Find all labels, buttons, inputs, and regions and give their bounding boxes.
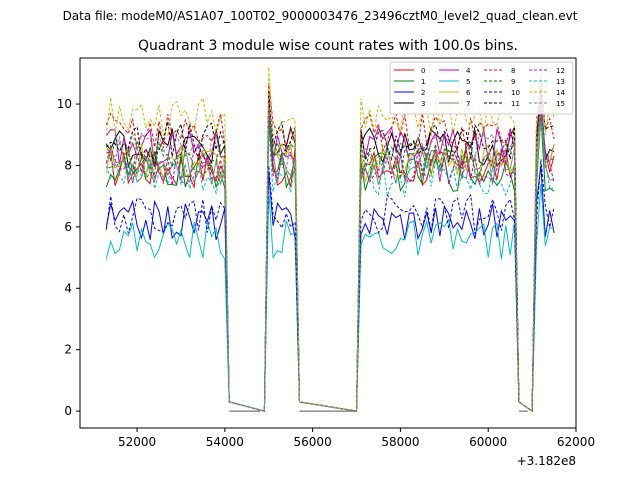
y-tick-label: 6 bbox=[64, 220, 72, 234]
legend-label: 5 bbox=[466, 78, 470, 86]
chart-title: Quadrant 3 module wise count rates with … bbox=[138, 38, 518, 54]
legend-label: 1 bbox=[421, 78, 425, 86]
legend-label: 14 bbox=[556, 89, 565, 97]
y-tick-label: 4 bbox=[64, 281, 72, 295]
y-tick-label: 8 bbox=[64, 158, 72, 172]
legend-label: 10 bbox=[511, 89, 520, 97]
x-tick-label: 62000 bbox=[557, 435, 595, 449]
series-line-7 bbox=[106, 110, 555, 413]
legend-label: 3 bbox=[421, 100, 425, 108]
x-axis: 52000 54000 56000 58000 60000 62000 bbox=[118, 428, 595, 449]
y-tick-label: 10 bbox=[57, 97, 72, 111]
series-line-14 bbox=[105, 61, 555, 413]
series-line-12 bbox=[105, 110, 555, 413]
legend-label: 9 bbox=[511, 78, 515, 86]
legend-label: 13 bbox=[556, 78, 565, 86]
series-line-2 bbox=[105, 165, 555, 413]
series-line-13 bbox=[105, 122, 555, 413]
x-tick-label: 56000 bbox=[294, 435, 332, 449]
series-line-4 bbox=[105, 91, 555, 413]
x-tick-label: 60000 bbox=[469, 435, 507, 449]
series-line-15 bbox=[105, 97, 555, 413]
series-line-3 bbox=[105, 91, 555, 413]
chart-suptitle: Data file: modeM0/AS1A07_100T02_90000034… bbox=[63, 9, 578, 23]
series-line-8 bbox=[105, 76, 555, 413]
legend-label: 8 bbox=[511, 67, 515, 75]
legend-label: 11 bbox=[511, 100, 520, 108]
legend-label: 15 bbox=[556, 100, 565, 108]
x-tick-label: 58000 bbox=[381, 435, 419, 449]
legend-label: 12 bbox=[556, 67, 565, 75]
series-line-9 bbox=[105, 104, 555, 413]
series-line-1 bbox=[105, 116, 555, 413]
legend-label: 4 bbox=[466, 67, 471, 75]
legend-label: 0 bbox=[421, 67, 425, 75]
plot-frame bbox=[79, 57, 577, 429]
legend-box bbox=[389, 61, 574, 115]
x-tick-label: 52000 bbox=[118, 435, 156, 449]
legend-label: 7 bbox=[466, 100, 470, 108]
legend-label: 2 bbox=[421, 89, 425, 97]
series-layer bbox=[105, 61, 555, 413]
series-line-10 bbox=[105, 159, 555, 413]
y-tick-label: 2 bbox=[64, 343, 72, 357]
legend-label: 6 bbox=[466, 89, 471, 97]
series-line-11 bbox=[105, 85, 555, 413]
x-tick-label: 54000 bbox=[206, 435, 244, 449]
y-axis: 0 2 4 6 8 10 bbox=[57, 97, 80, 418]
y-tick-label: 0 bbox=[64, 404, 72, 418]
x-offset-label: +3.182e8 bbox=[517, 454, 576, 468]
series-line-5 bbox=[105, 183, 555, 413]
